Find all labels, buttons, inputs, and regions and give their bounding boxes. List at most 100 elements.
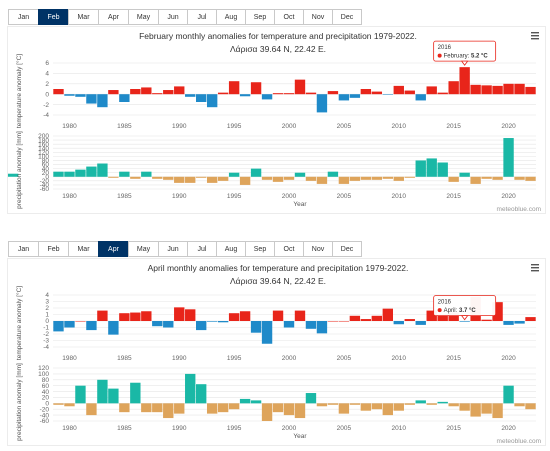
precipitation-bar-1984[interactable] bbox=[108, 388, 119, 404]
temperature-bar-2020[interactable] bbox=[503, 321, 514, 325]
temperature-bar-1997[interactable] bbox=[250, 321, 262, 333]
precipitation-bar-1995[interactable] bbox=[228, 172, 240, 177]
temperature-bar-2010[interactable] bbox=[393, 321, 404, 325]
temperature-bar-1983[interactable] bbox=[97, 310, 108, 321]
temperature-bar-1994[interactable] bbox=[217, 92, 229, 95]
temperature-bar-1984[interactable] bbox=[108, 321, 119, 335]
precipitation-bar-1990[interactable] bbox=[174, 403, 185, 414]
temperature-bar-1984[interactable] bbox=[108, 90, 119, 95]
temperature-bar-1987[interactable] bbox=[141, 311, 152, 321]
temperature-bar-2008[interactable] bbox=[371, 91, 383, 95]
tab-jul[interactable]: Jul bbox=[187, 241, 217, 257]
precipitation-bar-2016[interactable] bbox=[459, 403, 470, 411]
temperature-bar-2009[interactable] bbox=[382, 94, 393, 95]
temperature-bar-1996[interactable] bbox=[239, 94, 251, 97]
tab-feb[interactable]: Feb bbox=[38, 241, 69, 257]
precipitation-bar-2011[interactable] bbox=[404, 176, 415, 178]
precipitation-bar-1982[interactable] bbox=[86, 403, 97, 416]
precipitation-bar-1993[interactable] bbox=[206, 176, 218, 183]
precipitation-bar-2018[interactable] bbox=[481, 176, 492, 179]
temperature-bar-1989[interactable] bbox=[163, 90, 174, 95]
precipitation-bar-2007[interactable] bbox=[360, 403, 372, 411]
temperature-bar-2013[interactable] bbox=[426, 310, 437, 321]
temperature-bar-1994[interactable] bbox=[217, 321, 229, 323]
precipitation-bar-1991[interactable] bbox=[185, 373, 196, 404]
precipitation-bar-undefined[interactable] bbox=[8, 173, 19, 177]
precipitation-bar-1982[interactable] bbox=[86, 166, 97, 177]
temperature-bar-1980[interactable] bbox=[64, 321, 75, 328]
precipitation-bar-2020[interactable] bbox=[503, 138, 514, 177]
precipitation-bar-2000[interactable] bbox=[283, 176, 295, 180]
temperature-bar-2019[interactable] bbox=[492, 85, 503, 95]
temperature-bar-2014[interactable] bbox=[437, 314, 448, 322]
precipitation-bar-2006[interactable] bbox=[349, 403, 361, 405]
precipitation-bar-2019[interactable] bbox=[492, 403, 503, 419]
temperature-bar-1986[interactable] bbox=[130, 312, 141, 321]
tab-oct[interactable]: Oct bbox=[274, 9, 304, 25]
precipitation-bar-1987[interactable] bbox=[141, 403, 152, 413]
temperature-bar-1996[interactable] bbox=[239, 311, 251, 321]
precipitation-bar-1985[interactable] bbox=[119, 403, 130, 413]
temperature-bar-2003[interactable] bbox=[316, 321, 328, 334]
tab-sep[interactable]: Sep bbox=[245, 9, 275, 25]
temperature-bar-2001[interactable] bbox=[294, 79, 306, 95]
tab-dec[interactable]: Dec bbox=[332, 9, 362, 25]
temperature-bar-2019[interactable] bbox=[492, 302, 503, 321]
precipitation-bar-2015[interactable] bbox=[448, 176, 459, 182]
temperature-bar-2007[interactable] bbox=[360, 319, 372, 321]
precipitation-bar-1996[interactable] bbox=[239, 176, 251, 185]
tab-feb[interactable]: Feb bbox=[38, 9, 69, 25]
temperature-bar-2003[interactable] bbox=[316, 94, 328, 113]
precipitation-bar-2003[interactable] bbox=[316, 403, 328, 407]
precipitation-bar-2020[interactable] bbox=[503, 385, 514, 404]
temperature-bar-1980[interactable] bbox=[64, 94, 75, 96]
precipitation-bar-2013[interactable] bbox=[426, 158, 437, 177]
precipitation-bar-2004[interactable] bbox=[327, 403, 339, 405]
precipitation-bar-1986[interactable] bbox=[130, 176, 141, 179]
temperature-bar-1986[interactable] bbox=[130, 89, 141, 95]
precipitation-bar-2009[interactable] bbox=[382, 176, 393, 179]
precipitation-bar-2014[interactable] bbox=[437, 162, 448, 177]
temperature-bar-1990[interactable] bbox=[174, 307, 185, 321]
precipitation-bar-1996[interactable] bbox=[239, 398, 251, 404]
precipitation-bar-2018[interactable] bbox=[481, 403, 492, 414]
tab-aug[interactable]: Aug bbox=[216, 9, 246, 25]
tab-nov[interactable]: Nov bbox=[303, 241, 333, 257]
precipitation-bar-1994[interactable] bbox=[217, 176, 229, 181]
precipitation-bar-2013[interactable] bbox=[426, 403, 437, 405]
precipitation-bar-2006[interactable] bbox=[349, 176, 361, 181]
tab-may[interactable]: May bbox=[128, 241, 159, 257]
temperature-bar-2011[interactable] bbox=[404, 90, 415, 95]
temperature-bar-1990[interactable] bbox=[174, 86, 185, 95]
temperature-bar-1988[interactable] bbox=[152, 321, 163, 327]
temperature-bar-2012[interactable] bbox=[415, 321, 426, 325]
precipitation-bar-1998[interactable] bbox=[261, 403, 273, 421]
temperature-bar-2022[interactable] bbox=[525, 86, 536, 95]
temperature-bar-2006[interactable] bbox=[349, 94, 361, 98]
temperature-bar-1995[interactable] bbox=[228, 313, 240, 321]
menu-icon[interactable] bbox=[531, 264, 539, 272]
tab-aug[interactable]: Aug bbox=[216, 241, 246, 257]
temperature-bar-1979[interactable] bbox=[53, 89, 64, 95]
temperature-bar-1999[interactable] bbox=[272, 93, 284, 95]
temperature-bar-2020[interactable] bbox=[503, 83, 514, 95]
temperature-bar-1982[interactable] bbox=[86, 321, 97, 331]
temperature-bar-1992[interactable] bbox=[196, 94, 207, 102]
precipitation-bar-2003[interactable] bbox=[316, 176, 328, 184]
temperature-bar-2004[interactable] bbox=[327, 91, 339, 95]
temperature-bar-2008[interactable] bbox=[371, 315, 383, 321]
precipitation-bar-2021[interactable] bbox=[514, 176, 525, 180]
temperature-bar-1988[interactable] bbox=[152, 93, 163, 95]
temperature-bar-2006[interactable] bbox=[349, 315, 361, 321]
tab-sep[interactable]: Sep bbox=[245, 241, 275, 257]
temperature-bar-2015[interactable] bbox=[448, 312, 459, 321]
temperature-bar-2015[interactable] bbox=[448, 81, 459, 95]
temperature-bar-1998[interactable] bbox=[261, 94, 273, 100]
precipitation-bar-1993[interactable] bbox=[206, 403, 218, 414]
temperature-bar-1989[interactable] bbox=[163, 321, 174, 328]
precipitation-bar-2000[interactable] bbox=[283, 403, 295, 416]
precipitation-bar-2005[interactable] bbox=[338, 176, 350, 184]
temperature-bar-2004[interactable] bbox=[327, 321, 339, 322]
precipitation-bar-1984[interactable] bbox=[108, 176, 119, 178]
temperature-bar-1991[interactable] bbox=[185, 309, 196, 321]
